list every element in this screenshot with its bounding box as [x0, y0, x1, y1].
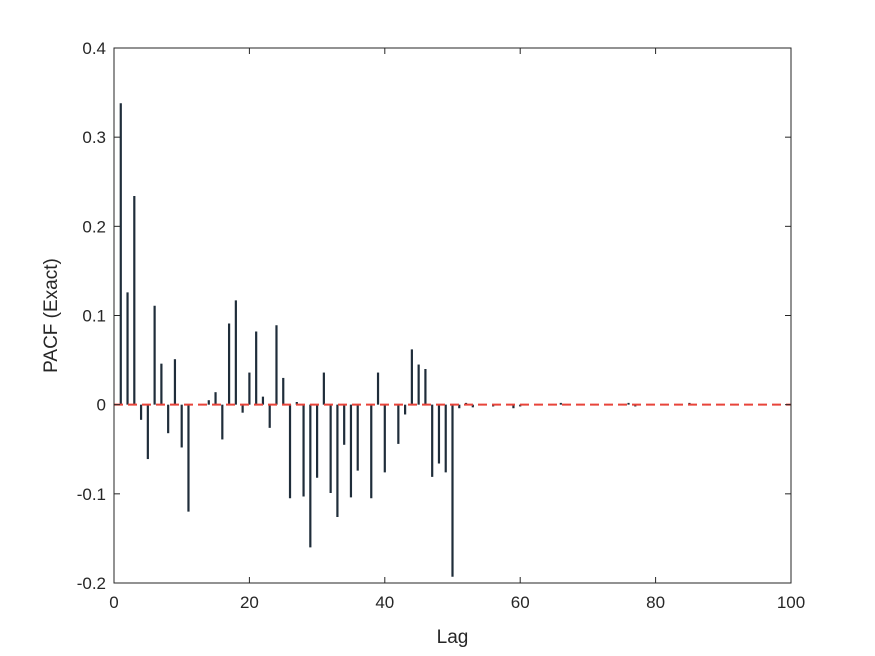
- y-tick-label: -0.1: [77, 485, 106, 504]
- y-tick-label: 0.3: [82, 128, 106, 147]
- x-tick-label: 0: [109, 593, 118, 612]
- y-tick-label: 0.4: [82, 39, 106, 58]
- y-tick-label: 0.2: [82, 217, 106, 236]
- y-axis-ticks: -0.2 -0.1 0 0.1 0.2 0.3 0.4: [77, 39, 791, 593]
- y-tick-label: 0: [97, 396, 106, 415]
- y-axis-label: PACF (Exact): [41, 258, 62, 373]
- x-tick-label: 20: [240, 593, 259, 612]
- x-tick-label: 60: [511, 593, 530, 612]
- x-tick-label: 40: [375, 593, 394, 612]
- y-tick-label: -0.2: [77, 574, 106, 593]
- y-tick-label: 0.1: [82, 307, 106, 326]
- x-tick-label: 100: [777, 593, 805, 612]
- x-axis-label: Lag: [437, 627, 469, 648]
- x-axis-ticks: 0 20 40 60 80 100: [109, 48, 805, 612]
- x-tick-label: 80: [646, 593, 665, 612]
- stem-series: [119, 103, 691, 577]
